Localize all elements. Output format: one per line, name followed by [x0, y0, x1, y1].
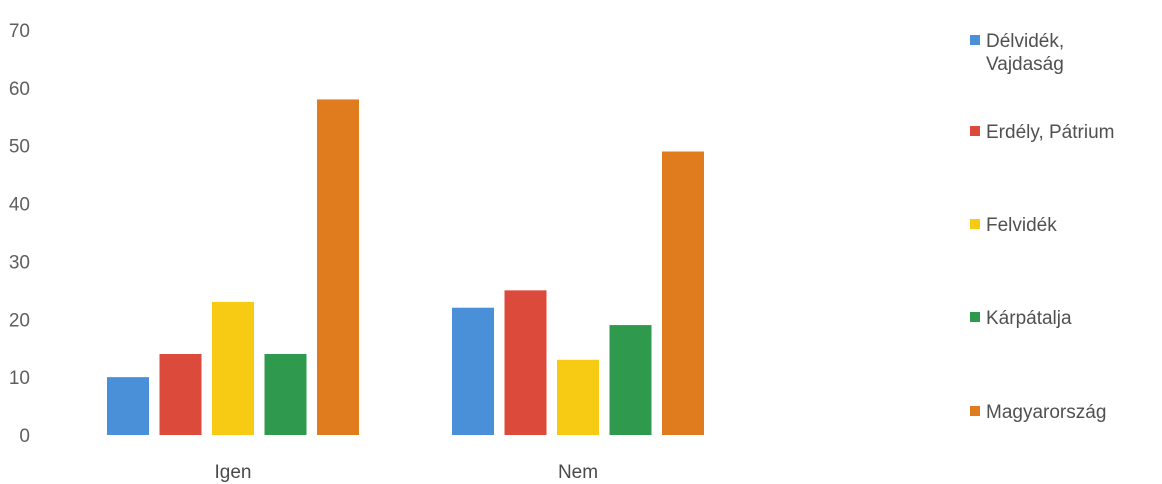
legend: Délvidék, Vajdaság Erdély, Pátrium Felvidék… [970, 31, 1114, 423]
bar-igen-2 [212, 301, 254, 435]
legend-label: Délvidék, Vajdaság [986, 31, 1064, 75]
bar-nem-4 [662, 151, 704, 435]
bar-nem-3 [609, 325, 652, 435]
bar-nem-0 [452, 307, 494, 435]
legend-swatch [970, 406, 980, 416]
x-axis-labels: Igen Nem [215, 462, 599, 483]
legend-swatch [970, 312, 980, 322]
y-tick-label: 20 [9, 310, 30, 331]
bar-nem-1 [504, 290, 547, 435]
y-tick-label: 70 [9, 21, 30, 42]
legend-label: Felvidék [986, 215, 1057, 236]
y-axis-ticks: 0 10 20 30 40 50 60 70 [9, 21, 30, 447]
y-tick-label: 60 [9, 79, 30, 100]
legend-swatch [970, 35, 980, 45]
x-category-label: Igen [215, 462, 252, 483]
y-tick-label: 30 [9, 252, 30, 273]
y-tick-label: 50 [9, 137, 30, 158]
y-tick-label: 40 [9, 195, 30, 216]
legend-label: Magyarország [986, 402, 1106, 423]
bar-igen-0 [107, 377, 149, 435]
y-tick-label: 10 [9, 368, 30, 389]
bars [107, 99, 704, 435]
legend-swatch [970, 219, 980, 229]
bar-nem-2 [557, 359, 599, 435]
x-category-label: Nem [558, 462, 598, 483]
y-tick-label: 0 [19, 426, 30, 447]
legend-label: Erdély, Pátrium [986, 122, 1114, 143]
legend-swatch [970, 126, 980, 136]
bar-igen-3 [264, 354, 307, 435]
bar-igen-4 [317, 99, 359, 435]
bar-igen-1 [159, 354, 202, 435]
legend-label: Kárpátalja [986, 308, 1072, 329]
